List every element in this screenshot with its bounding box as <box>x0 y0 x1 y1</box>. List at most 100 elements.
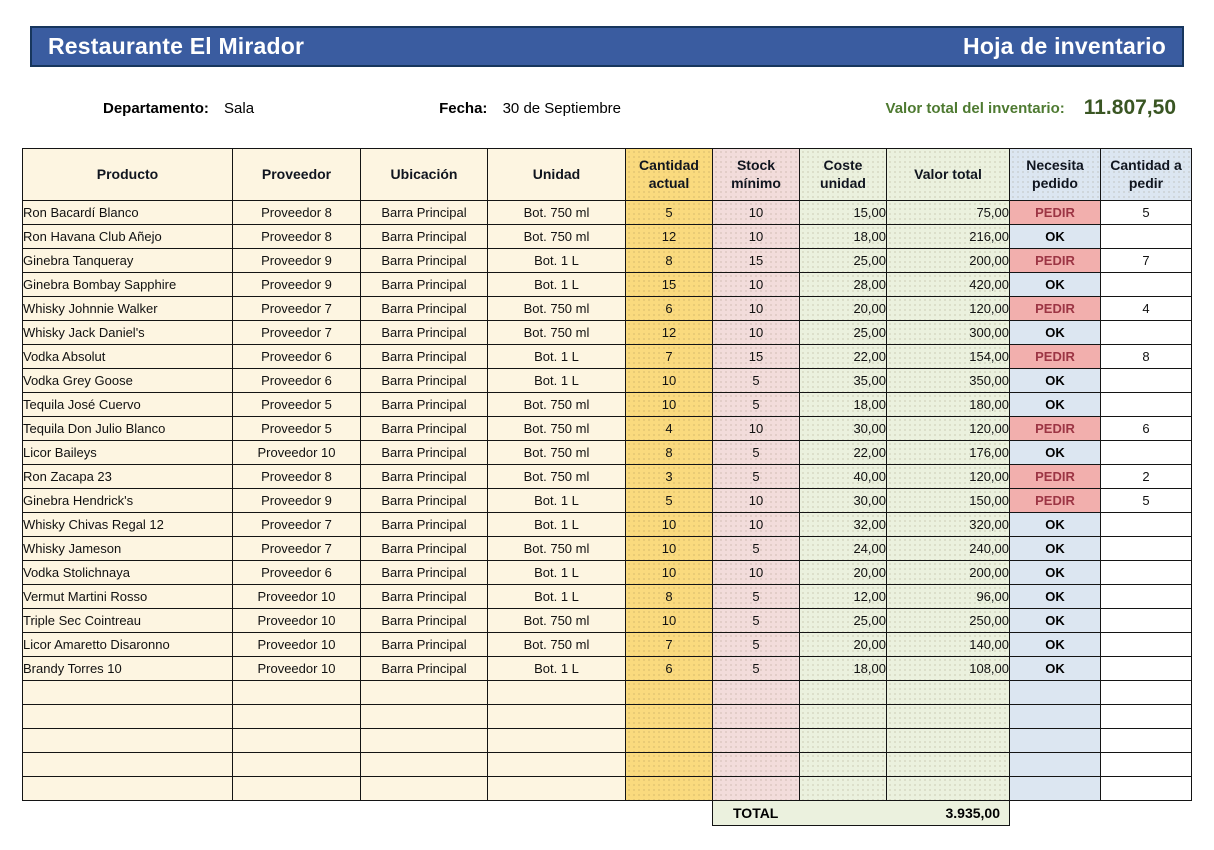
cell-cantidad-a-pedir <box>1100 536 1192 561</box>
cell-stock-minimo: 5 <box>712 608 800 633</box>
cell-ubicacion: Barra Principal <box>360 584 488 609</box>
cell-cantidad-a-pedir: 8 <box>1100 344 1192 369</box>
cell-producto: Vermut Martini Rosso <box>22 584 233 609</box>
total-row-spacer-right <box>1009 800 1192 826</box>
empty-row <box>22 752 1192 777</box>
info-row: Departamento: Sala Fecha: 30 de Septiemb… <box>22 96 1192 120</box>
cell-proveedor: Proveedor 10 <box>232 632 361 657</box>
cell-necesita-pedido <box>1009 704 1101 729</box>
inventory-sheet: Restaurante El Mirador Hoja de inventari… <box>22 26 1192 826</box>
col-header-cantidad-a-pedir: Cantidad a pedir <box>1100 148 1192 201</box>
cell-cantidad-a-pedir: 4 <box>1100 296 1192 321</box>
table-row: Vodka Grey Goose Proveedor 6 Barra Princip… <box>22 368 1192 393</box>
cell-cantidad-actual: 15 <box>625 272 713 297</box>
cell-coste-unidad: 18,00 <box>799 656 887 681</box>
cell-valor-total: 240,00 <box>886 536 1010 561</box>
cell-necesita-pedido: OK <box>1009 560 1101 585</box>
total-label: TOTAL <box>733 805 779 821</box>
cell-valor-total: 420,00 <box>886 272 1010 297</box>
cell-valor-total: 140,00 <box>886 632 1010 657</box>
cell-valor-total <box>886 728 1010 753</box>
cell-producto: Ron Zacapa 23 <box>22 464 233 489</box>
cell-valor-total: 216,00 <box>886 224 1010 249</box>
cell-cantidad-actual <box>625 680 713 705</box>
cell-coste-unidad: 20,00 <box>799 560 887 585</box>
cell-unidad: Bot. 750 ml <box>487 200 626 225</box>
cell-necesita-pedido: PEDIR <box>1009 416 1101 441</box>
table-row: Whisky Jack Daniel's Proveedor 7 Barra Pri… <box>22 320 1192 345</box>
cell-coste-unidad: 18,00 <box>799 392 887 417</box>
cell-valor-total: 108,00 <box>886 656 1010 681</box>
cell-cantidad-actual: 10 <box>625 368 713 393</box>
cell-cantidad-a-pedir <box>1100 512 1192 537</box>
col-header-producto: Producto <box>22 148 233 201</box>
cell-proveedor: Proveedor 5 <box>232 392 361 417</box>
cell-stock-minimo: 10 <box>712 296 800 321</box>
cell-unidad <box>487 752 626 777</box>
table-row: Vodka Absolut Proveedor 6 Barra Principal B… <box>22 344 1192 369</box>
cell-proveedor <box>232 776 361 801</box>
department-value: Sala <box>224 99 255 117</box>
cell-stock-minimo <box>712 704 800 729</box>
cell-coste-unidad: 20,00 <box>799 632 887 657</box>
cell-cantidad-a-pedir <box>1100 584 1192 609</box>
cell-producto: Ron Bacardí Blanco <box>22 200 233 225</box>
cell-ubicacion <box>360 776 488 801</box>
cell-proveedor: Proveedor 10 <box>232 584 361 609</box>
cell-producto: Ron Havana Club Añejo <box>22 224 233 249</box>
cell-cantidad-actual: 10 <box>625 608 713 633</box>
cell-cantidad-actual <box>625 728 713 753</box>
cell-unidad: Bot. 1 L <box>487 344 626 369</box>
cell-valor-total: 300,00 <box>886 320 1010 345</box>
col-header-stock-minimo: Stock mínimo <box>712 148 800 201</box>
cell-necesita-pedido: OK <box>1009 584 1101 609</box>
cell-unidad: Bot. 1 L <box>487 560 626 585</box>
table-row: Ron Havana Club Añejo Proveedor 8 Barra Pr… <box>22 224 1192 249</box>
cell-valor-total: 150,00 <box>886 488 1010 513</box>
cell-ubicacion: Barra Principal <box>360 272 488 297</box>
date-group: Fecha: 30 de Septiembre <box>439 100 621 117</box>
cell-stock-minimo <box>712 776 800 801</box>
cell-coste-unidad <box>799 752 887 777</box>
cell-cantidad-actual: 10 <box>625 512 713 537</box>
cell-producto: Whisky Chivas Regal 12 <box>22 512 233 537</box>
cell-producto <box>22 680 233 705</box>
cell-coste-unidad <box>799 680 887 705</box>
cell-cantidad-actual: 6 <box>625 296 713 321</box>
cell-proveedor: Proveedor 7 <box>232 512 361 537</box>
cell-stock-minimo: 5 <box>712 536 800 561</box>
cell-proveedor <box>232 704 361 729</box>
cell-stock-minimo: 10 <box>712 488 800 513</box>
cell-valor-total: 200,00 <box>886 560 1010 585</box>
col-header-coste-unidad: Coste unidad <box>799 148 887 201</box>
cell-cantidad-a-pedir <box>1100 752 1192 777</box>
cell-necesita-pedido <box>1009 752 1101 777</box>
cell-ubicacion: Barra Principal <box>360 632 488 657</box>
empty-row <box>22 704 1192 729</box>
cell-coste-unidad <box>799 728 887 753</box>
cell-cantidad-actual: 10 <box>625 392 713 417</box>
cell-cantidad-a-pedir: 5 <box>1100 488 1192 513</box>
empty-row <box>22 680 1192 705</box>
department-label: Departamento: <box>103 99 209 117</box>
cell-cantidad-a-pedir <box>1100 728 1192 753</box>
table-row: Ginebra Tanqueray Proveedor 9 Barra Princi… <box>22 248 1192 273</box>
cell-cantidad-actual: 8 <box>625 584 713 609</box>
cell-valor-total: 120,00 <box>886 296 1010 321</box>
cell-ubicacion: Barra Principal <box>360 656 488 681</box>
cell-cantidad-actual <box>625 704 713 729</box>
cell-producto: Vodka Stolichnaya <box>22 560 233 585</box>
cell-cantidad-actual: 6 <box>625 656 713 681</box>
cell-cantidad-a-pedir <box>1100 368 1192 393</box>
cell-producto: Licor Baileys <box>22 440 233 465</box>
cell-proveedor: Proveedor 9 <box>232 248 361 273</box>
table-row: Brandy Torres 10 Proveedor 10 Barra Princi… <box>22 656 1192 681</box>
cell-cantidad-a-pedir <box>1100 440 1192 465</box>
cell-ubicacion: Barra Principal <box>360 536 488 561</box>
cell-coste-unidad <box>799 776 887 801</box>
cell-coste-unidad: 22,00 <box>799 344 887 369</box>
table-row: Whisky Johnnie Walker Proveedor 7 Barra Pr… <box>22 296 1192 321</box>
cell-cantidad-a-pedir <box>1100 776 1192 801</box>
cell-proveedor: Proveedor 6 <box>232 560 361 585</box>
cell-necesita-pedido: OK <box>1009 608 1101 633</box>
